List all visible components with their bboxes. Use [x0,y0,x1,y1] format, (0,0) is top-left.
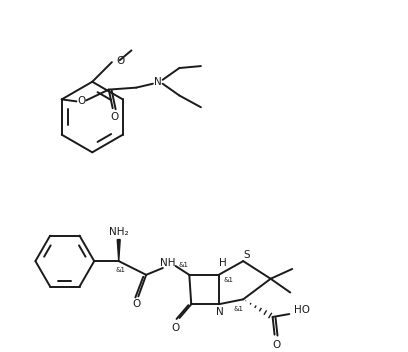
Text: N: N [154,77,162,87]
Text: &1: &1 [178,262,188,268]
Text: O: O [77,96,85,106]
Text: N: N [216,307,224,317]
Text: NH: NH [160,258,175,268]
Text: NH₂: NH₂ [109,227,129,237]
Text: &1: &1 [116,267,126,273]
Text: O: O [132,299,140,309]
Text: O: O [273,340,281,350]
Polygon shape [117,240,120,261]
Text: S: S [244,250,251,260]
Text: &1: &1 [224,277,233,283]
Text: &1: &1 [233,306,243,312]
Text: O: O [117,56,125,66]
Text: O: O [171,323,180,333]
Text: O: O [111,112,119,122]
Text: HO: HO [294,305,310,315]
Text: H: H [219,258,226,268]
